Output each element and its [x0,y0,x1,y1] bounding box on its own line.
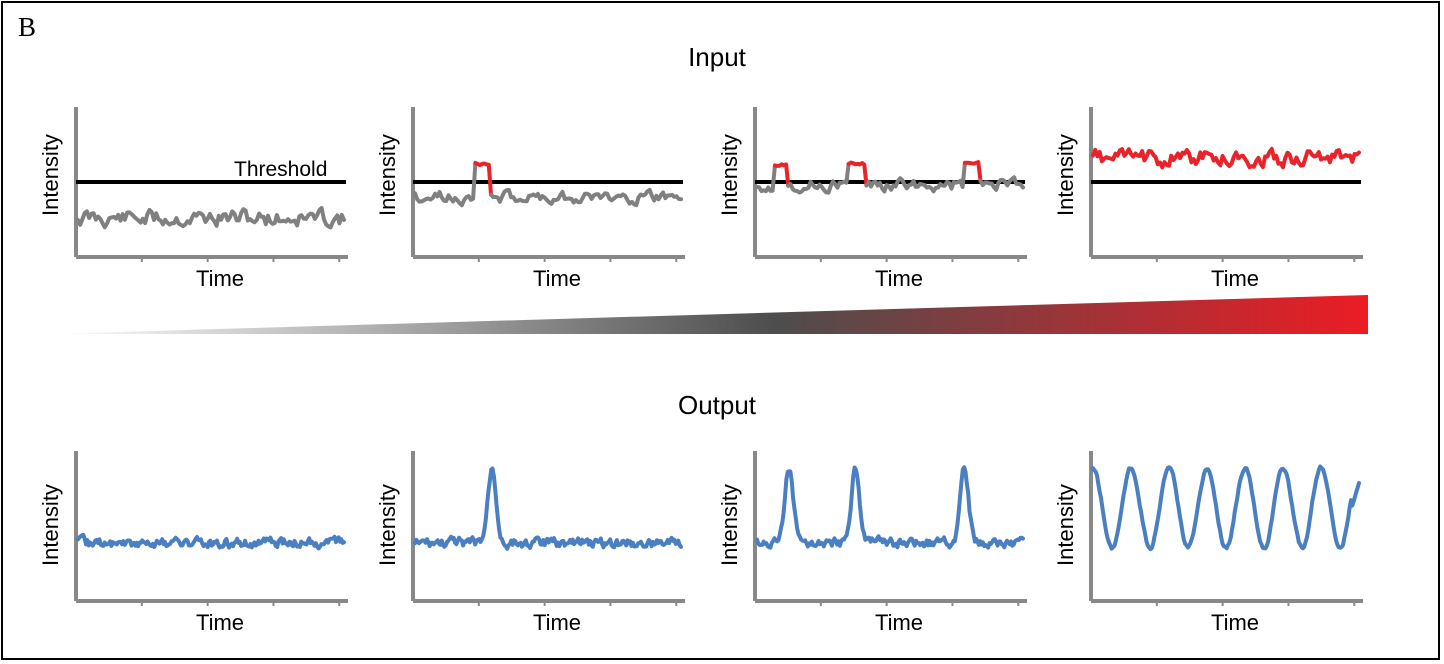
y-axis-label: Intensity [717,134,742,216]
gradient-wedge-shape [50,295,1368,334]
x-axis-label: Time [1210,610,1260,635]
input-plot-2: Intensity Time [375,100,697,291]
y-axis-label: Intensity [38,134,63,216]
output-plot-2-svg [411,451,685,606]
output-plot-4-svg [1089,451,1363,606]
output-plot-3-svg [753,451,1027,606]
below-threshold-trace [786,162,851,195]
y-axis-label: Intensity [717,484,742,566]
above-threshold-trace [962,160,983,183]
x-axis-label: Time [195,266,245,291]
below-threshold-trace [489,187,683,208]
input-plot-4-svg [1089,107,1363,262]
input-row-title: Input [688,42,746,72]
above-threshold-trace [473,160,493,197]
x-axis-label: Time [874,266,924,291]
below-threshold-trace [76,206,346,230]
output-trace [413,466,683,551]
below-threshold-trace [755,163,777,194]
x-axis-label: Time [532,266,582,291]
output-plot-1: Intensity Time [38,448,360,638]
output-plot-1-svg [74,451,348,606]
output-row-title: Output [677,390,757,420]
y-axis-label: Intensity [1053,134,1078,216]
input-plot-4: Intensity Time [1053,100,1375,291]
below-threshold-trace [413,160,478,208]
below-threshold-trace [864,160,967,194]
y-axis-label: Intensity [375,484,400,566]
input-plot-2-svg [411,107,685,262]
output-plot-3: Intensity Time [717,448,1039,638]
below-threshold-trace [978,175,1025,192]
input-plot-1-svg [74,107,348,262]
y-axis-label: Intensity [1053,484,1078,566]
output-trace [76,532,346,551]
above-threshold-trace [772,162,791,188]
input-plot-1: Intensity Time Threshold [38,100,360,291]
above-threshold-trace [1091,146,1361,170]
y-axis-label: Intensity [38,484,63,566]
above-threshold-trace [846,160,869,188]
input-plot-3-svg [753,107,1027,262]
threshold-label: Threshold [234,158,328,181]
x-axis-label: Time [1210,266,1260,291]
x-axis-label: Time [532,610,582,635]
output-plot-2: Intensity Time [375,448,697,638]
panel-label: B [18,12,37,42]
input-plot-3: Intensity Time [717,100,1039,291]
output-plot-4: Intensity Time [1053,448,1375,638]
x-axis-label: Time [874,610,924,635]
x-axis-label: Time [195,610,245,635]
intensity-gradient-wedge [50,295,1368,334]
output-trace [1091,464,1361,552]
y-axis-label: Intensity [375,134,400,216]
output-trace [755,465,1025,550]
